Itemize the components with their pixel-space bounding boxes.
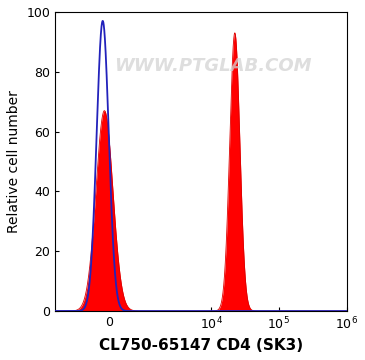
Text: WWW.PTGLAB.COM: WWW.PTGLAB.COM xyxy=(114,57,311,75)
Y-axis label: Relative cell number: Relative cell number xyxy=(7,90,21,233)
X-axis label: CL750-65147 CD4 (SK3): CL750-65147 CD4 (SK3) xyxy=(99,338,303,353)
